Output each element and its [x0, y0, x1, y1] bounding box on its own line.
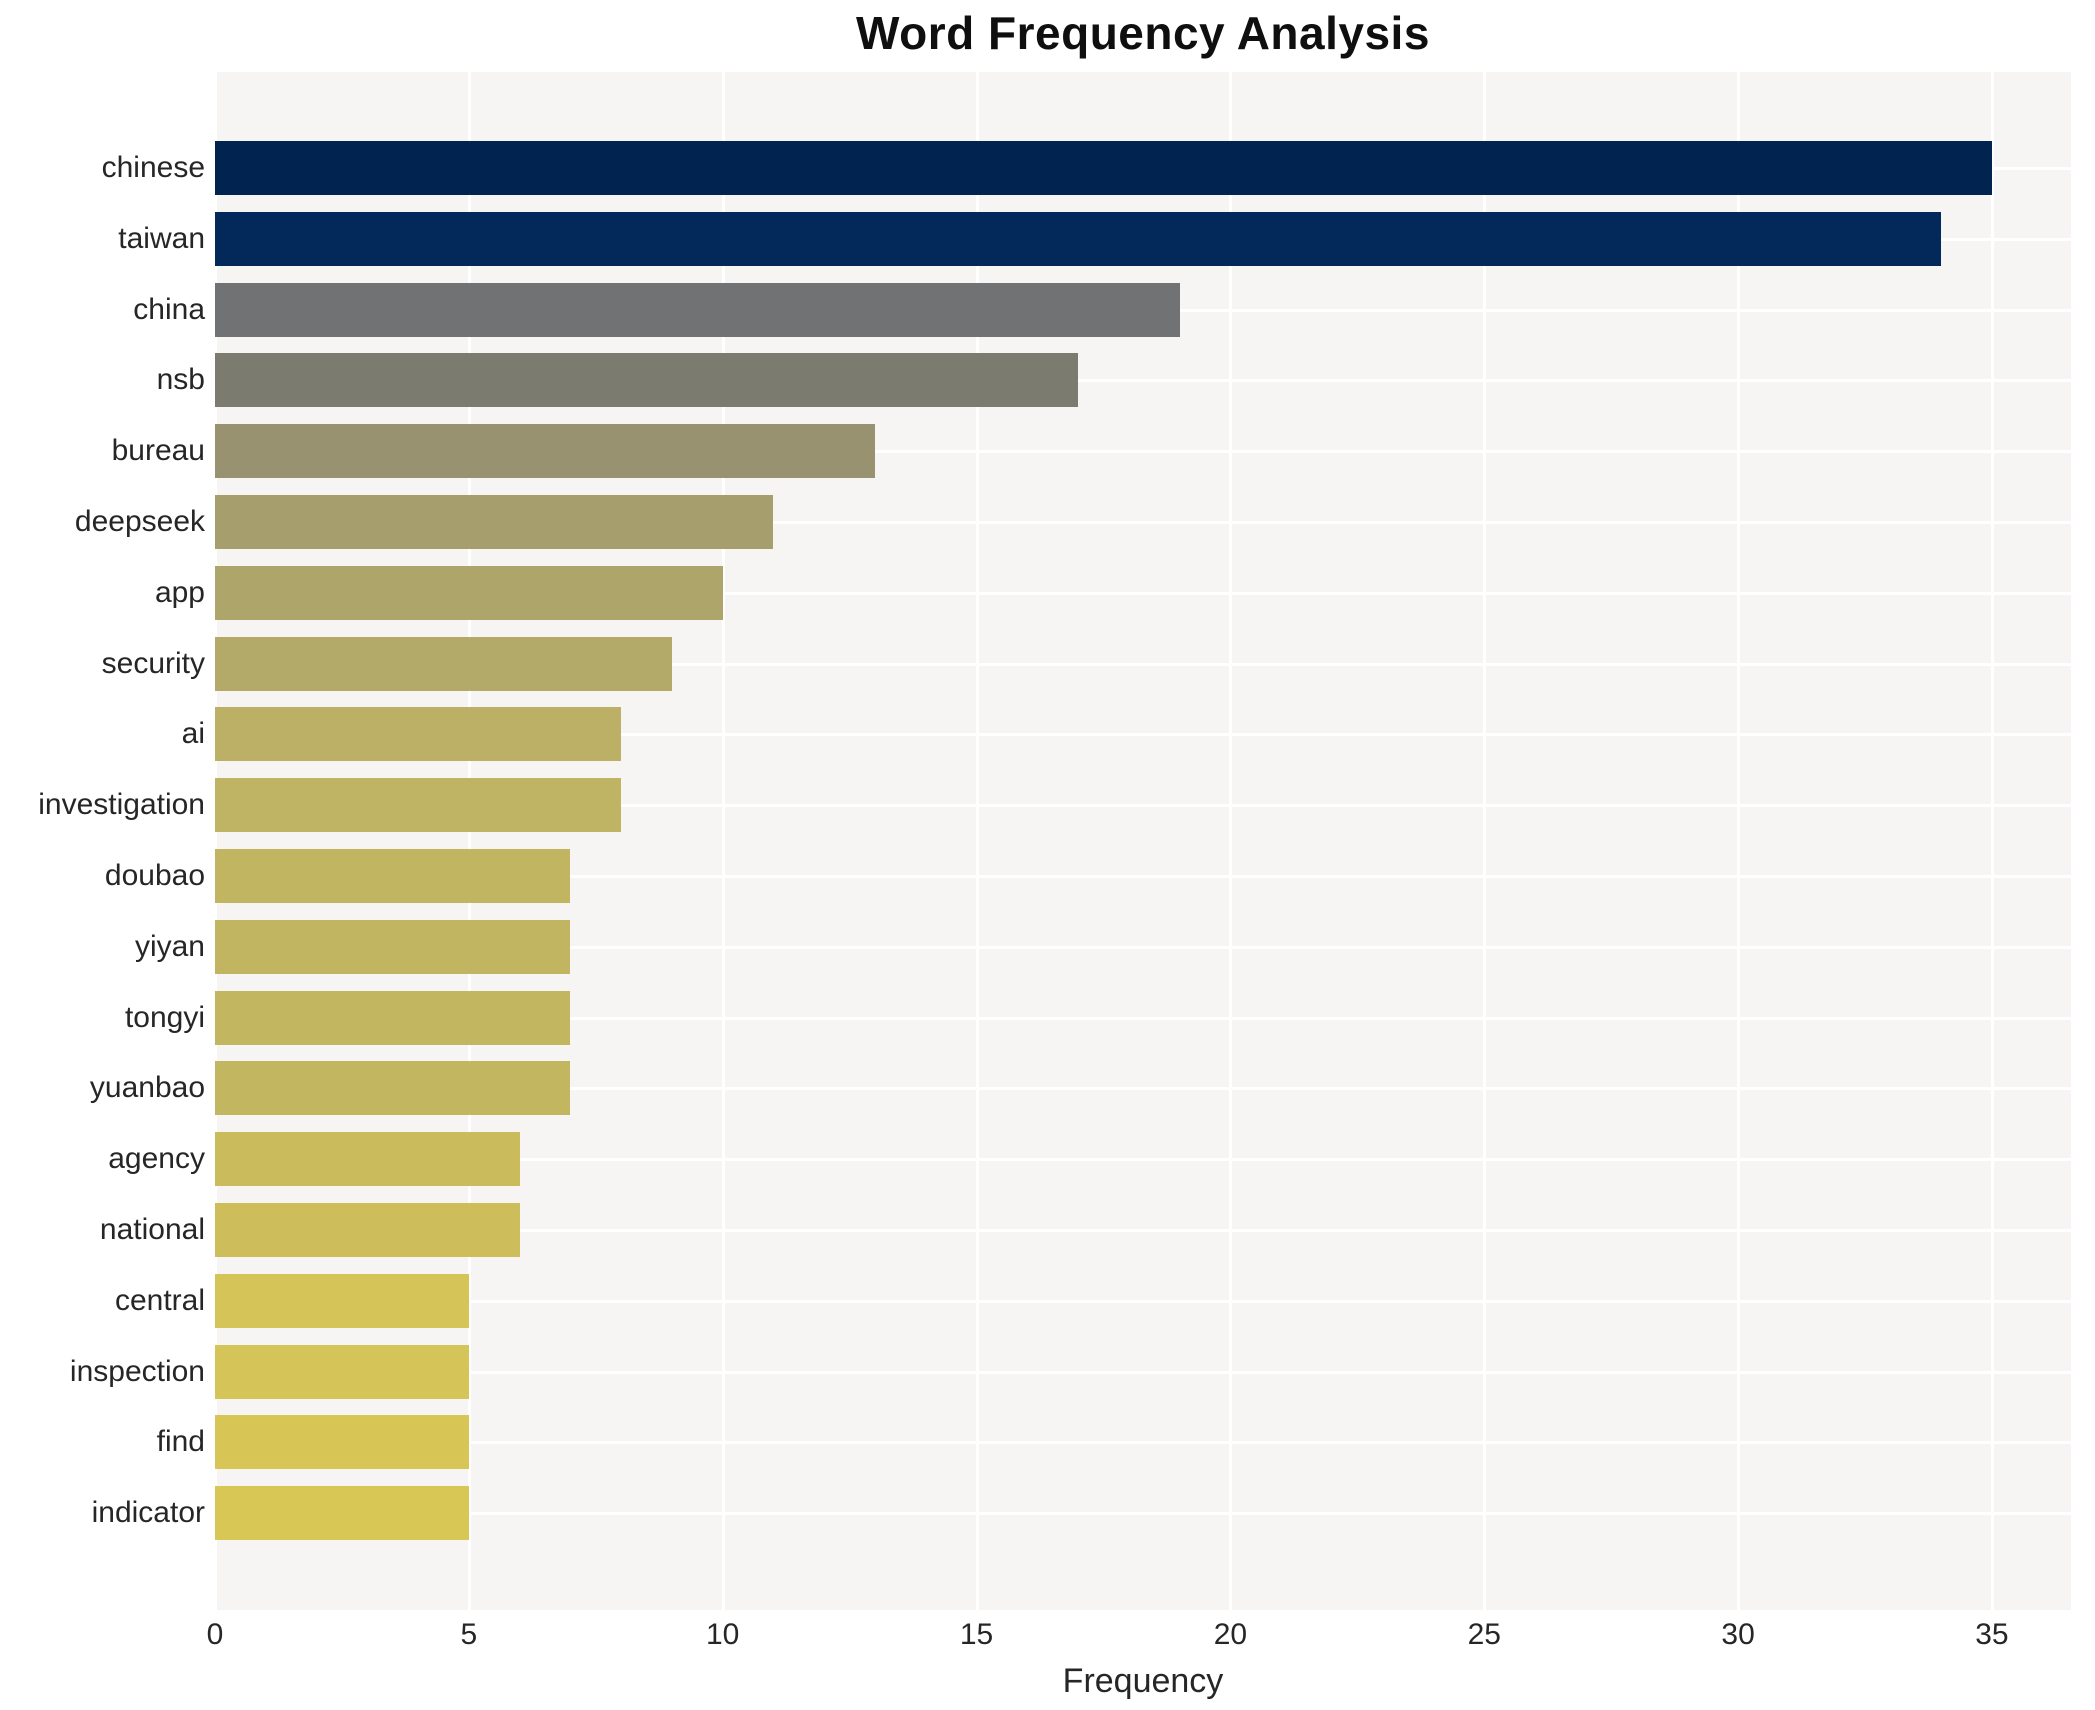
- gridline-h-deepseek: [215, 521, 2071, 524]
- category-label-tongyi: tongyi: [124, 1000, 205, 1034]
- bar-taiwan: [215, 211, 1942, 266]
- gridline-v-25: [1483, 72, 1487, 1610]
- x-axis-label: Frequency: [1062, 1662, 1224, 1700]
- gridline-h-yiyan: [215, 945, 2071, 949]
- category-label-central: central: [114, 1283, 205, 1317]
- bar-yiyan: [215, 919, 571, 974]
- x-tick-label-20: 20: [1213, 1618, 1248, 1651]
- category-axis: chinese taiwan china nsb bureau deepseek app se…: [0, 0, 205, 1710]
- bar-app: [215, 565, 723, 620]
- bar-national: [215, 1203, 520, 1257]
- category-label-app: app: [154, 575, 205, 609]
- gridline-v-10: [721, 72, 725, 1610]
- x-tick-label-25: 25: [1467, 1618, 1501, 1651]
- gridline-h-central: [215, 1299, 2071, 1303]
- category-label-find: find: [156, 1425, 205, 1459]
- x-tick-label-30: 30: [1721, 1618, 1755, 1651]
- category-label-inspection: inspection: [69, 1354, 205, 1388]
- category-label-investigation: investigation: [38, 788, 205, 822]
- frequency-axis-ticks: 0 5 10 15 20 25 30 35: [0, 1618, 2095, 1658]
- bar-chinese: [215, 141, 1992, 195]
- bar-security: [215, 636, 672, 691]
- bar-doubao: [215, 849, 571, 903]
- bar-agency: [215, 1132, 520, 1187]
- bar-bureau: [215, 424, 875, 479]
- bar-china: [215, 282, 1180, 337]
- gridline-v-20: [1229, 72, 1233, 1610]
- chart-title: Word Frequency Analysis: [856, 7, 1430, 59]
- gridline-h-tongyi: [215, 1016, 2071, 1020]
- category-label-agency: agency: [108, 1142, 205, 1176]
- category-label-yiyan: yiyan: [134, 929, 205, 963]
- bar-central: [215, 1273, 469, 1328]
- bar-ai: [215, 707, 622, 762]
- bar-deepseek: [215, 495, 774, 549]
- gridline-h-indicator: [215, 1512, 2071, 1516]
- gridline-v-30: [1737, 72, 1741, 1610]
- gridline-h-doubao: [215, 875, 2071, 878]
- x-tick-label-0: 0: [206, 1618, 224, 1651]
- bar-find: [215, 1415, 469, 1470]
- gridline-v-15: [975, 72, 979, 1610]
- gridline-h-agency: [215, 1158, 2071, 1162]
- gridline-v-0: [215, 72, 217, 1610]
- category-label-national: national: [99, 1213, 205, 1246]
- gridline-h-find: [215, 1441, 2071, 1445]
- category-label-doubao: doubao: [104, 859, 205, 892]
- category-label-deepseek: deepseek: [74, 505, 205, 538]
- gridline-h-national: [215, 1229, 2071, 1232]
- gridline-h-investigation: [215, 804, 2071, 808]
- category-label-china: china: [133, 292, 205, 326]
- gridline-h-security: [215, 662, 2071, 666]
- category-label-chinese: chinese: [101, 151, 205, 184]
- gridline-h-app: [215, 591, 2071, 595]
- category-label-yuanbao: yuanbao: [89, 1071, 205, 1105]
- bar-indicator: [215, 1486, 469, 1541]
- gridline-h-bureau: [215, 450, 2071, 454]
- bar-yuanbao: [215, 1061, 571, 1116]
- plot-area: [215, 72, 2071, 1610]
- bar-investigation: [215, 778, 622, 833]
- category-label-taiwan: taiwan: [118, 221, 205, 255]
- category-label-security: security: [101, 646, 205, 680]
- category-label-indicator: indicator: [91, 1496, 205, 1530]
- gridline-h-nsb: [215, 379, 2071, 383]
- gridline-v-5: [467, 72, 471, 1610]
- gridline-h-inspection: [215, 1370, 2071, 1374]
- bar-nsb: [215, 353, 1079, 408]
- gridline-v-35: [1990, 72, 1994, 1610]
- category-label-nsb: nsb: [156, 363, 205, 397]
- x-tick-label-15: 15: [959, 1618, 994, 1651]
- category-label-bureau: bureau: [111, 434, 205, 468]
- x-tick-label-10: 10: [706, 1618, 740, 1651]
- x-tick-label-35: 35: [1975, 1618, 2009, 1651]
- x-tick-label-5: 5: [460, 1618, 478, 1651]
- category-label-ai: ai: [181, 717, 205, 751]
- bar-tongyi: [215, 990, 571, 1045]
- gridline-h-yuanbao: [215, 1087, 2071, 1091]
- bar-inspection: [215, 1344, 469, 1399]
- gridline-h-ai: [215, 733, 2071, 737]
